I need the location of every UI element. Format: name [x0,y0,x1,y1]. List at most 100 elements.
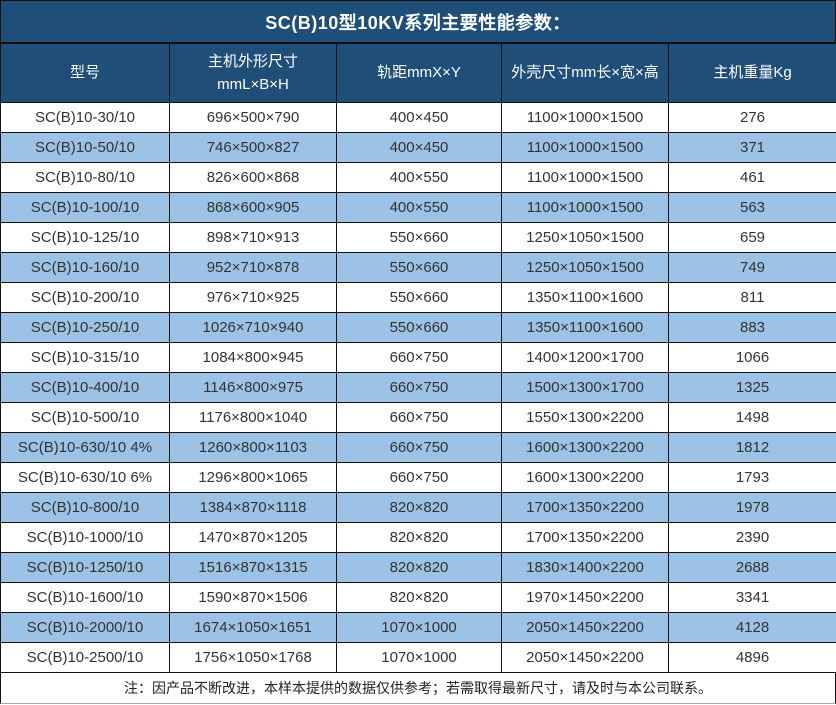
table-cell: 1066 [669,343,836,373]
table-cell: SC(B)10-160/10 [1,253,170,283]
table-cell: 550×660 [337,253,502,283]
table-cell: 1250×1050×1500 [502,253,669,283]
table-cell: 2050×1450×2200 [502,643,669,673]
table-cell: 1700×1350×2200 [502,493,669,523]
table-cell: 2390 [669,523,836,553]
table-cell: 4896 [669,643,836,673]
table-cell: 746×500×827 [170,133,337,163]
table-cell: 660×750 [337,343,502,373]
table-cell: 1978 [669,493,836,523]
column-header-model-label: 型号 [69,64,100,82]
table-cell: 400×450 [337,103,502,133]
table-cell: SC(B)10-630/10 4% [1,433,170,463]
table-cell: 1470×870×1205 [170,523,337,553]
table-cell: 660×750 [337,373,502,403]
column-header-main-dimensions: 主机外形尺寸 mmL×B×H [170,44,337,103]
table-cell: 1500×1300×1700 [502,373,669,403]
table-cell: 660×750 [337,463,502,493]
table-cell: 659 [669,223,836,253]
table-row: SC(B)10-100/10 868×600×905 400×550 1100×100… [0,193,836,223]
table-cell: SC(B)10-800/10 [1,493,170,523]
table-cell: 400×450 [337,133,502,163]
table-cell: SC(B)10-80/10 [1,163,170,193]
table-cell: SC(B)10-30/10 [1,103,170,133]
table-cell: 820×820 [337,523,502,553]
table-cell: SC(B)10-200/10 [1,283,170,313]
table-cell: 2050×1450×2200 [502,613,669,643]
table-cell: 1830×1400×2200 [502,553,669,583]
column-header-weight-label: 主机重量Kg [713,64,792,82]
table-cell: SC(B)10-2500/10 [1,643,170,673]
table-row: SC(B)10-2000/10 1674×1050×1651 1070×1000 20… [0,613,836,643]
table-cell: 749 [669,253,836,283]
table-cell: SC(B)10-500/10 [1,403,170,433]
table-cell: 1550×1300×2200 [502,403,669,433]
table-cell: 1084×800×945 [170,343,337,373]
table-row: SC(B)10-630/10 6% 1296×800×1065 660×750 160… [0,463,836,493]
table-cell: 898×710×913 [170,223,337,253]
column-header-shell-dimensions-label: 外壳尺寸mm长×宽×高 [511,64,659,82]
table-cell: 1600×1300×2200 [502,433,669,463]
column-header-track-gauge-label: 轨距mmX×Y [377,64,461,82]
table-cell: 4128 [669,613,836,643]
table-cell: 1970×1450×2200 [502,583,669,613]
table-cell: 696×500×790 [170,103,337,133]
table-cell: 400×550 [337,163,502,193]
table-cell: 1026×710×940 [170,313,337,343]
table-cell: 1100×1000×1500 [502,163,669,193]
table-cell: 1600×1300×2200 [502,463,669,493]
table-cell: SC(B)10-315/10 [1,343,170,373]
table-cell: SC(B)10-50/10 [1,133,170,163]
table-row: SC(B)10-125/10 898×710×913 550×660 1250×105… [0,223,836,253]
table-cell: SC(B)10-100/10 [1,193,170,223]
table-cell: SC(B)10-1000/10 [1,523,170,553]
column-header-main-dimensions-line2: mmL×B×H [217,76,289,93]
table-row: SC(B)10-30/10 696×500×790 400×450 1100×1000… [0,103,836,133]
table-cell: 660×750 [337,433,502,463]
table-cell: 826×600×868 [170,163,337,193]
table-cell: 400×550 [337,193,502,223]
table-cell: 952×710×878 [170,253,337,283]
table-cell: 1100×1000×1500 [502,133,669,163]
table-cell: 1498 [669,403,836,433]
table-cell: SC(B)10-250/10 [1,313,170,343]
table-cell: 883 [669,313,836,343]
table-row: SC(B)10-315/10 1084×800×945 660×750 1400×12… [0,343,836,373]
table-cell: SC(B)10-1250/10 [1,553,170,583]
table-cell: 550×660 [337,313,502,343]
table-row: SC(B)10-400/10 1146×800×975 660×750 1500×13… [0,373,836,403]
table-row: SC(B)10-80/10 826×600×868 400×550 1100×1000… [0,163,836,193]
table-cell: 1756×1050×1768 [170,643,337,673]
table-cell: 976×710×925 [170,283,337,313]
table-cell: 3341 [669,583,836,613]
table-cell: 563 [669,193,836,223]
table-row: SC(B)10-1000/10 1470×870×1205 820×820 1700×… [0,523,836,553]
table-cell: 1100×1000×1500 [502,193,669,223]
table-cell: 1384×870×1118 [170,493,337,523]
table-cell: 276 [669,103,836,133]
table-cell: 1350×1100×1600 [502,283,669,313]
page-title: SC(B)10型10KV系列主要性能参数： [0,0,836,44]
table-cell: SC(B)10-125/10 [1,223,170,253]
table-cell: 1070×1000 [337,643,502,673]
table-cell: 820×820 [337,583,502,613]
table-header: 型号 主机外形尺寸 mmL×B×H 轨距mmX×Y 外壳尺寸mm长×宽×高 主机… [0,44,836,103]
table-cell: 1700×1350×2200 [502,523,669,553]
table-cell: 461 [669,163,836,193]
table-cell: 1674×1050×1651 [170,613,337,643]
table-row: SC(B)10-1250/10 1516×870×1315 820×820 1830×… [0,553,836,583]
table-row: SC(B)10-1600/10 1590×870×1506 820×820 1970×… [0,583,836,613]
table-cell: 1590×870×1506 [170,583,337,613]
table-cell: 1250×1050×1500 [502,223,669,253]
table-cell: 1400×1200×1700 [502,343,669,373]
table-row: SC(B)10-500/10 1176×800×1040 660×750 1550×1… [0,403,836,433]
table-cell: SC(B)10-630/10 6% [1,463,170,493]
column-header-main-dimensions-line1: 主机外形尺寸 [207,52,298,70]
column-header-model: 型号 [1,44,170,103]
table-row: SC(B)10-800/10 1384×870×1118 820×820 1700×1… [0,493,836,523]
table-cell: 550×660 [337,283,502,313]
table-cell: 820×820 [337,553,502,583]
column-header-weight: 主机重量Kg [669,44,836,103]
table-cell: 1812 [669,433,836,463]
table-cell: SC(B)10-2000/10 [1,613,170,643]
